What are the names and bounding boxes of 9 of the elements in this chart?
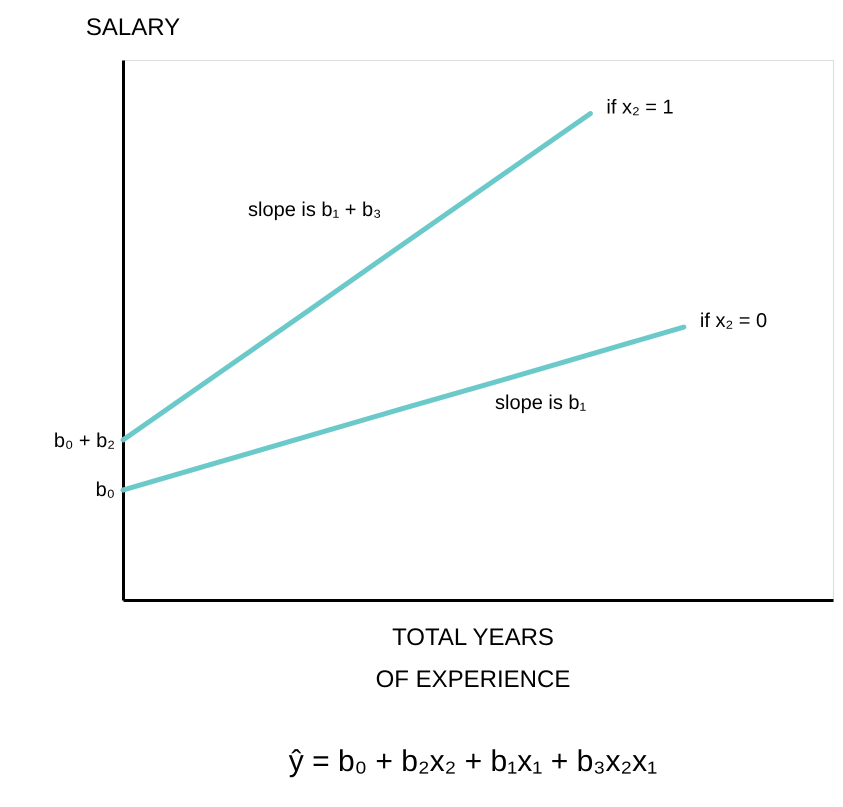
series-label: if x₂ = 0 bbox=[700, 310, 768, 332]
series-label: if x₂ = 1 bbox=[606, 96, 674, 119]
annotation: b₀ + b₂ bbox=[54, 430, 115, 452]
annotation: b₀ bbox=[96, 479, 115, 501]
annotation: slope is b₁ bbox=[495, 392, 586, 414]
text: ŷ = b₀ + b₂x₂ + b₁x₁ + b₃x₂x₁ bbox=[288, 745, 658, 778]
x-axis-title: TOTAL YEARS OF EXPERIENCE bbox=[376, 624, 570, 693]
annotation: slope is b₁ + b₃ bbox=[248, 199, 382, 221]
y-axis-title: SALARY bbox=[86, 14, 180, 41]
